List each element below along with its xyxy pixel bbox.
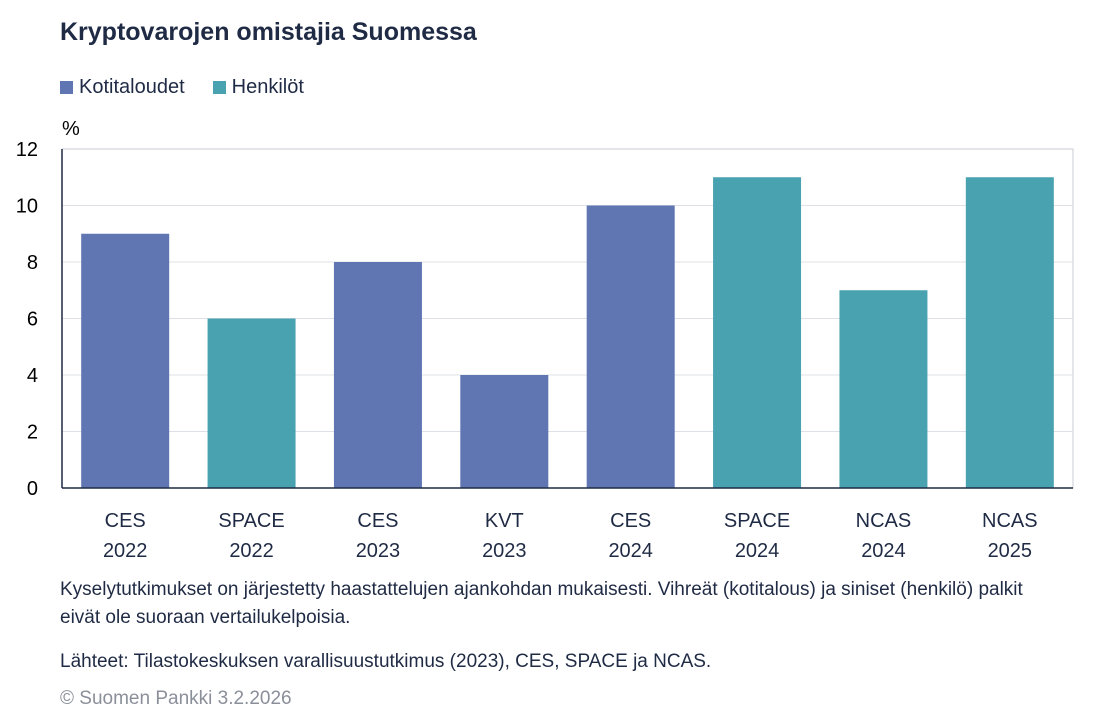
x-tick-label: 2024	[735, 540, 780, 562]
sources-text: Lähteet: Tilastokeskuksen varallisuustut…	[60, 651, 712, 672]
legend-label: Kotitaloudet	[79, 76, 185, 98]
bar	[839, 290, 928, 488]
chart-title: Kryptovarojen omistajia Suomessa	[60, 18, 477, 46]
x-tick-label: 2025	[988, 540, 1033, 562]
x-tick-label: CES	[105, 510, 146, 532]
x-tick-label: SPACE	[218, 510, 284, 532]
legend-item-households: Kotitaloudet	[60, 76, 185, 99]
x-tick-label: NCAS	[856, 510, 912, 532]
legend-swatch	[212, 81, 226, 94]
x-tick-label: 2023	[356, 540, 401, 562]
x-tick-label: 2024	[608, 540, 653, 562]
bar	[207, 318, 296, 488]
y-axis-unit: %	[62, 118, 80, 140]
copyright: © Suomen Pankki 3.2.2026	[60, 688, 292, 709]
x-tick-label: SPACE	[724, 510, 790, 532]
bar	[965, 177, 1054, 488]
bar	[713, 177, 802, 488]
y-tick-label: 4	[27, 365, 38, 387]
legend: Kotitaloudet Henkilöt	[60, 76, 304, 99]
x-tick-label: 2022	[103, 540, 148, 562]
x-tick-label: 2024	[861, 540, 906, 562]
bar	[81, 233, 170, 488]
bar	[333, 262, 422, 488]
bar	[586, 205, 675, 488]
x-tick-label: NCAS	[982, 510, 1038, 532]
y-tick-label: 12	[16, 139, 38, 161]
bar	[460, 375, 549, 488]
legend-label: Henkilöt	[231, 76, 304, 98]
x-tick-label: CES	[357, 510, 398, 532]
x-tick-label: 2022	[229, 540, 274, 562]
x-tick-label: KVT	[485, 510, 524, 532]
legend-item-persons: Henkilöt	[212, 76, 304, 99]
y-tick-label: 0	[27, 478, 38, 500]
x-tick-label: CES	[610, 510, 651, 532]
y-tick-label: 8	[27, 252, 38, 274]
y-tick-label: 2	[27, 422, 38, 444]
y-tick-label: 10	[16, 196, 38, 218]
note-text: Kyselytutkimukset on järjestetty haastat…	[60, 579, 1023, 628]
legend-swatch	[60, 81, 73, 94]
y-tick-label: 6	[27, 309, 38, 331]
x-tick-label: 2023	[482, 540, 527, 562]
